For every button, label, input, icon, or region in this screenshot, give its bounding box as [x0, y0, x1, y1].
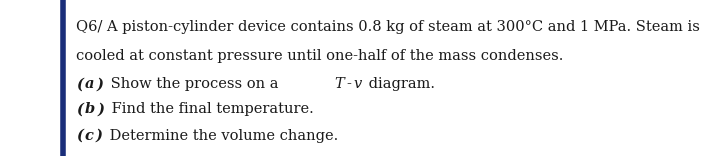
Text: -: -: [347, 77, 351, 91]
Text: Show the process on a: Show the process on a: [106, 77, 283, 91]
Text: Determine the volume change.: Determine the volume change.: [105, 129, 338, 143]
Text: a: a: [84, 77, 94, 91]
Text: cooled at constant pressure until one-half of the mass condenses.: cooled at constant pressure until one-ha…: [76, 49, 563, 63]
Text: b: b: [84, 102, 95, 116]
Text: (: (: [76, 129, 83, 143]
Text: (: (: [76, 77, 83, 91]
Text: v: v: [353, 77, 361, 91]
Text: ): ): [98, 102, 104, 116]
Text: c: c: [84, 129, 94, 143]
Text: diagram.: diagram.: [364, 77, 435, 91]
Text: (: (: [76, 102, 83, 116]
Text: T: T: [334, 77, 344, 91]
Text: ): ): [96, 77, 104, 91]
Text: Q6/ A piston-cylinder device contains 0.8 kg of steam at 300°C and 1 MPa. Steam : Q6/ A piston-cylinder device contains 0.…: [76, 20, 699, 34]
Text: ): ): [96, 129, 103, 143]
Text: Find the final temperature.: Find the final temperature.: [107, 102, 313, 116]
